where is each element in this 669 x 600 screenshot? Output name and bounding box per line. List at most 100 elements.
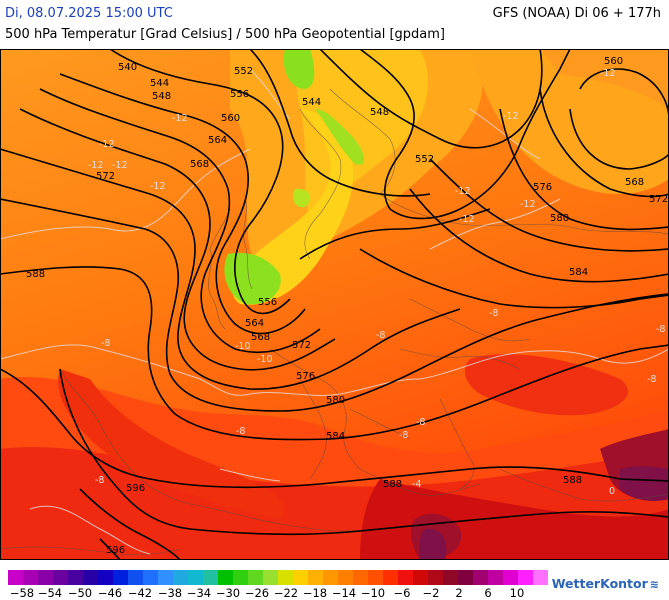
isotherm-label: -12 [520,199,536,210]
scale-label: −54 [37,586,63,600]
scale-swatch [308,570,323,585]
isotherm-label: -12 [150,181,166,192]
temperature-labels: -12 -12 -12 -12 -12 -12 -12 -12 -12 -12 … [88,68,665,497]
temperature-field [1,50,668,559]
waves-icon: ≋ [649,578,659,591]
isotherm-label: -8 [376,330,385,341]
scale-swatch [188,570,203,585]
contour-label: 580 [326,395,345,406]
geopotential-labels: 540 544 548 552 556 560 564 568 572 588 … [26,56,668,556]
contour-label: 544 [150,78,169,89]
contour-label: 584 [326,431,345,442]
contour-label: 568 [625,177,644,188]
field-description: 500 hPa Temperatur [Grad Celsius] / 500 … [5,27,446,42]
scale-label: −42 [127,586,153,600]
contour-label: 576 [296,371,315,382]
contour-label: 564 [208,135,227,146]
isotherm-label: -8 [416,417,425,428]
scale-swatch [338,570,353,585]
contour-label: 548 [370,107,389,118]
scale-swatch [233,570,248,585]
isotherm-label: -8 [489,308,498,319]
contour-label: 552 [415,154,434,165]
isotherm-label: -12 [503,111,519,122]
scale-swatch [488,570,503,585]
isotherm-label: -12 [88,160,104,171]
scale-label: −22 [273,586,299,600]
scale-label: −38 [157,586,183,600]
scale-swatch [53,570,68,585]
contour-label: 552 [234,66,253,77]
scale-swatch [503,570,518,585]
isotherm-label: -12 [112,160,128,171]
scale-swatch [383,570,398,585]
isotherm-label: -10 [235,341,251,352]
scale-swatch [143,570,158,585]
scale-swatch [428,570,443,585]
isotherm-label: -10 [257,354,273,365]
scale-swatch [278,570,293,585]
scale-label: −30 [215,586,241,600]
isotherm-label: -8 [399,430,408,441]
contour-label: 588 [383,479,402,490]
scale-label: 6 [484,586,492,600]
contour-label: 556 [230,89,249,100]
scale-swatch [293,570,308,585]
isotherm-label: -8 [647,374,656,385]
geopotential-contours [1,50,668,559]
contour-label: 544 [302,97,321,108]
contour-label: 596 [106,545,125,556]
scale-swatch [323,570,338,585]
contour-label: 588 [26,269,45,280]
scale-swatch [203,570,218,585]
brand-name: WetterKontor [551,576,648,591]
scale-swatch [473,570,488,585]
scale-swatch [68,570,83,585]
scale-swatch [113,570,128,585]
wetterkontor-logo: WetterKontor ≋ [552,576,659,591]
contour-label: 572 [96,171,115,182]
scale-label: 2 [455,586,463,600]
isotherm-label: -4 [412,479,421,490]
color-scale-labels: −58 −54 −50 −46 −42 −38 −34 −30 −26 −22 … [0,586,540,600]
contour-label: 568 [190,159,209,170]
scale-label: −14 [331,586,357,600]
scale-label: −58 [9,586,35,600]
model-run-label: GFS (NOAA) Di 06 + 177h [492,6,661,21]
scale-swatch [533,570,548,585]
contour-label: 564 [245,318,264,329]
contour-label: 540 [118,62,137,73]
contour-label: 560 [604,56,623,67]
scale-label: −6 [393,586,411,600]
isotherm-label: -8 [236,426,245,437]
scale-swatch [413,570,428,585]
isotherm-label: -12 [600,68,616,79]
scale-swatch [518,570,533,585]
scale-swatch [248,570,263,585]
contour-label: 560 [221,113,240,124]
scale-label: −26 [244,586,270,600]
scale-swatch [263,570,278,585]
scale-swatch [98,570,113,585]
isotherm-label: -8 [101,338,110,349]
scale-swatch [173,570,188,585]
isotherm-label: -12 [459,214,475,225]
scale-swatch [128,570,143,585]
scale-swatch [443,570,458,585]
isotherm-label: -12 [455,186,471,197]
scale-label: −2 [422,586,440,600]
forecast-valid-time: Di, 08.07.2025 15:00 UTC [5,6,173,21]
scale-swatch [23,570,38,585]
contour-label: 556 [258,297,277,308]
contour-label: 584 [569,267,588,278]
coastlines [1,88,668,556]
scale-label: −34 [186,586,212,600]
isotherm-label: 0 [609,486,615,497]
isotherm-label: -8 [656,324,665,335]
contour-label: 596 [126,483,145,494]
scale-label: −18 [302,586,328,600]
scale-swatch [353,570,368,585]
scale-label: 10 [509,586,525,600]
isotherm-label: -8 [95,475,104,486]
scale-swatch [218,570,233,585]
